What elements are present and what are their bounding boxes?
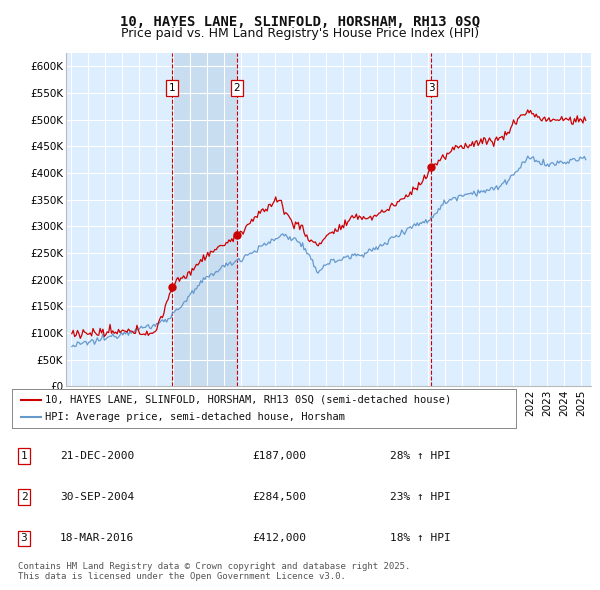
Text: Price paid vs. HM Land Registry's House Price Index (HPI): Price paid vs. HM Land Registry's House … bbox=[121, 27, 479, 40]
Bar bbox=[172, 53, 237, 386]
Text: 10, HAYES LANE, SLINFOLD, HORSHAM, RH13 0SQ: 10, HAYES LANE, SLINFOLD, HORSHAM, RH13 … bbox=[120, 15, 480, 29]
Text: 2: 2 bbox=[20, 492, 28, 502]
Text: 28% ↑ HPI: 28% ↑ HPI bbox=[390, 451, 451, 461]
Text: £284,500: £284,500 bbox=[252, 492, 306, 502]
Text: Contains HM Land Registry data © Crown copyright and database right 2025.
This d: Contains HM Land Registry data © Crown c… bbox=[18, 562, 410, 581]
Text: 2: 2 bbox=[233, 83, 240, 93]
Text: £412,000: £412,000 bbox=[252, 533, 306, 543]
Text: 3: 3 bbox=[428, 83, 435, 93]
Text: 3: 3 bbox=[20, 533, 28, 543]
Text: £187,000: £187,000 bbox=[252, 451, 306, 461]
Text: 1: 1 bbox=[169, 83, 176, 93]
Text: 10, HAYES LANE, SLINFOLD, HORSHAM, RH13 0SQ (semi-detached house): 10, HAYES LANE, SLINFOLD, HORSHAM, RH13 … bbox=[45, 395, 451, 405]
Text: HPI: Average price, semi-detached house, Horsham: HPI: Average price, semi-detached house,… bbox=[45, 412, 345, 422]
Text: 1: 1 bbox=[20, 451, 28, 461]
Text: 23% ↑ HPI: 23% ↑ HPI bbox=[390, 492, 451, 502]
Text: 21-DEC-2000: 21-DEC-2000 bbox=[60, 451, 134, 461]
Text: 30-SEP-2004: 30-SEP-2004 bbox=[60, 492, 134, 502]
Text: 18% ↑ HPI: 18% ↑ HPI bbox=[390, 533, 451, 543]
Text: 18-MAR-2016: 18-MAR-2016 bbox=[60, 533, 134, 543]
